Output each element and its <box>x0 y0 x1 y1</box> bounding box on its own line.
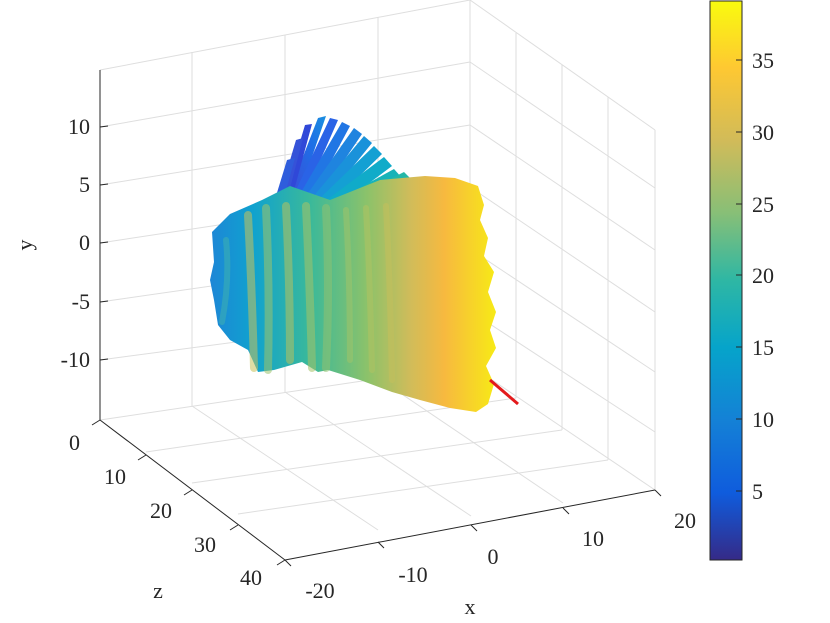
y-axis-title: y <box>12 240 37 251</box>
colorbar-tick-label: 35 <box>752 48 774 73</box>
z-tick-label: 0 <box>69 430 80 455</box>
y-tick-label: -5 <box>72 289 90 314</box>
y-tick-label: -10 <box>61 347 90 372</box>
z-tick-label: 40 <box>240 565 262 590</box>
y-tick-label: 5 <box>79 172 90 197</box>
z-axis-ticks: 0 10 20 30 40 <box>69 419 286 590</box>
x-tick-label: 0 <box>488 544 499 569</box>
y-axis-ticks: 10 5 0 -5 -10 <box>61 114 109 372</box>
z-axis-title: z <box>153 578 163 603</box>
x-axis-title: x <box>465 594 476 619</box>
x-axis-ticks: -20 -10 0 10 20 <box>284 489 696 603</box>
colorbar: 35 30 25 20 15 10 5 <box>709 0 774 561</box>
surface-plot <box>210 116 496 412</box>
x-tick-label: 10 <box>582 526 604 551</box>
z-tick-label: 10 <box>104 464 126 489</box>
colorbar-tick-label: 30 <box>752 120 774 145</box>
colorbar-tick-label: 25 <box>752 192 774 217</box>
z-tick-label: 30 <box>194 532 216 557</box>
y-tick-label: 0 <box>79 230 90 255</box>
x-tick-label: 20 <box>674 508 696 533</box>
right-wall-grid <box>469 0 656 490</box>
y-tick-label: 10 <box>68 114 90 139</box>
colorbar-tick-label: 5 <box>752 479 763 504</box>
surface-ridges <box>219 202 395 383</box>
colorbar-tick-label: 20 <box>752 263 774 288</box>
marker-line <box>489 378 519 406</box>
colorbar-gradient <box>709 0 743 561</box>
surface-body <box>210 176 496 412</box>
x-tick-label: -20 <box>305 578 334 603</box>
floor-grid <box>145 364 656 531</box>
colorbar-tick-label: 15 <box>752 335 774 360</box>
z-tick-label: 20 <box>150 498 172 523</box>
colorbar-ticks: 35 30 25 20 15 10 5 <box>736 48 774 504</box>
x-tick-label: -10 <box>398 562 427 587</box>
colorbar-tick-label: 10 <box>752 407 774 432</box>
axis-lines <box>99 70 656 561</box>
